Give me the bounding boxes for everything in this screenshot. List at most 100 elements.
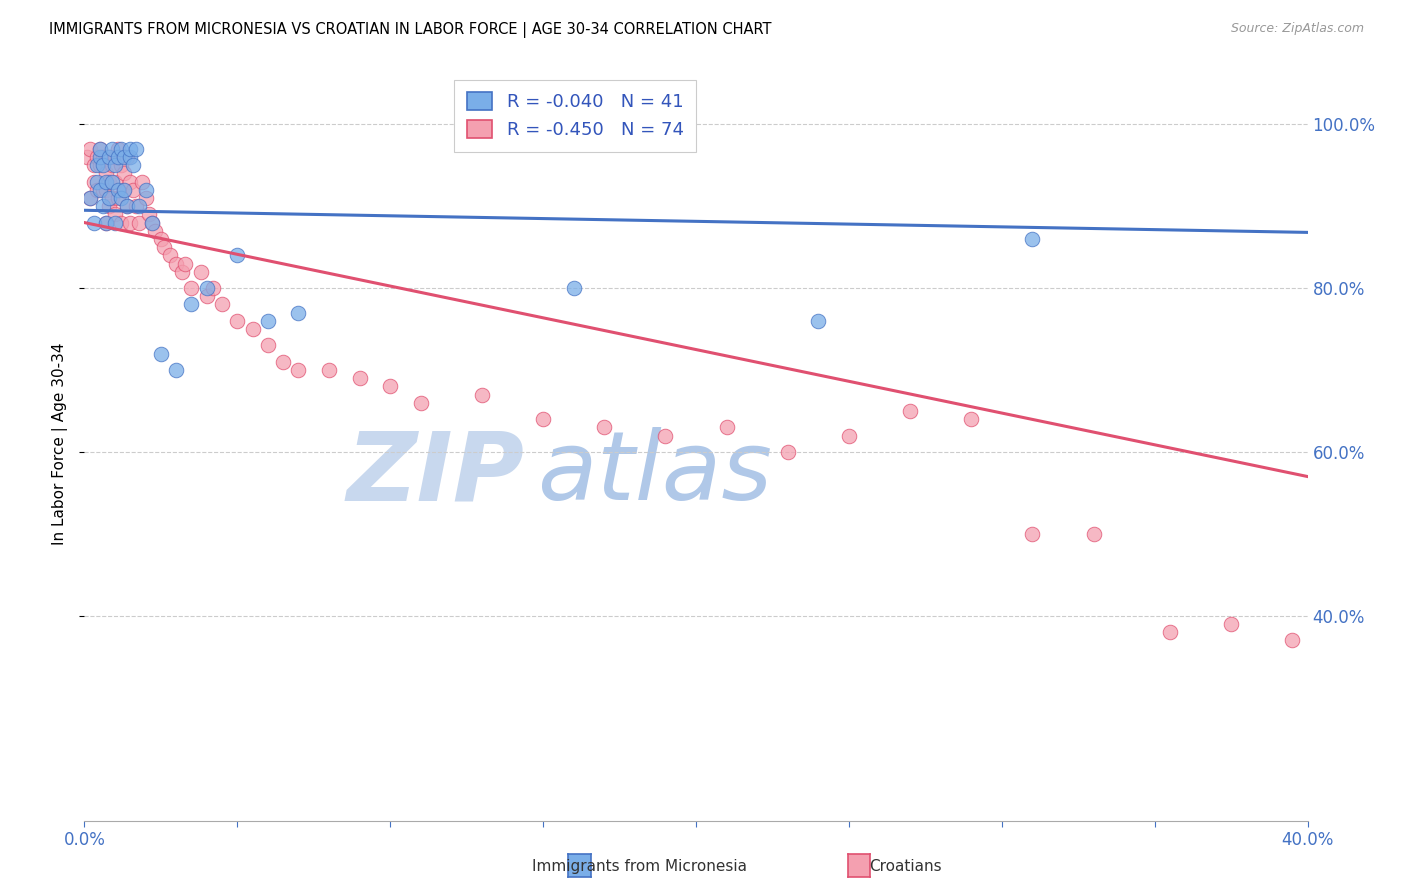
- Point: [120, 216, 142, 230]
- Point: [107, 191, 129, 205]
- Text: Immigrants from Micronesia: Immigrants from Micronesia: [533, 859, 747, 873]
- Point: [110, 216, 132, 230]
- Point: [89, 142, 111, 156]
- Point: [94, 216, 117, 230]
- Point: [128, 216, 150, 230]
- Point: [180, 297, 202, 311]
- Point: [226, 248, 249, 262]
- Point: [138, 207, 160, 221]
- Point: [143, 224, 166, 238]
- Point: [120, 142, 142, 156]
- Point: [83, 175, 105, 189]
- Point: [97, 150, 120, 164]
- Point: [149, 346, 172, 360]
- Point: [271, 355, 294, 369]
- Point: [79, 191, 101, 205]
- Point: [1021, 527, 1043, 541]
- Point: [97, 191, 120, 205]
- Point: [94, 166, 117, 180]
- Point: [287, 363, 309, 377]
- Point: [141, 216, 163, 230]
- Point: [898, 404, 921, 418]
- Point: [409, 396, 432, 410]
- Point: [190, 265, 212, 279]
- Point: [172, 265, 194, 279]
- Point: [86, 175, 108, 189]
- Point: [97, 150, 120, 164]
- Point: [135, 183, 157, 197]
- Point: [287, 306, 309, 320]
- Point: [1281, 633, 1303, 648]
- Point: [195, 289, 218, 303]
- Point: [104, 207, 127, 221]
- Point: [79, 142, 101, 156]
- Text: ZIP: ZIP: [347, 427, 524, 520]
- Point: [104, 216, 127, 230]
- Y-axis label: In Labor Force | Age 30-34: In Labor Force | Age 30-34: [52, 343, 69, 545]
- Point: [94, 183, 117, 197]
- Point: [89, 150, 111, 164]
- Point: [97, 199, 120, 213]
- Point: [112, 183, 135, 197]
- Point: [562, 281, 585, 295]
- Point: [960, 412, 983, 426]
- Point: [79, 191, 101, 205]
- Point: [94, 216, 117, 230]
- Point: [115, 199, 138, 213]
- Point: [807, 314, 830, 328]
- Point: [349, 371, 371, 385]
- Point: [159, 248, 181, 262]
- Point: [101, 158, 124, 172]
- Point: [149, 232, 172, 246]
- Point: [104, 158, 127, 172]
- Point: [83, 216, 105, 230]
- Point: [86, 158, 108, 172]
- Point: [165, 256, 187, 270]
- Point: [107, 150, 129, 164]
- Point: [531, 412, 554, 426]
- Text: Source: ZipAtlas.com: Source: ZipAtlas.com: [1230, 22, 1364, 36]
- Point: [101, 175, 124, 189]
- Point: [242, 322, 264, 336]
- Point: [1083, 527, 1105, 541]
- Point: [776, 445, 799, 459]
- Point: [91, 150, 114, 164]
- Point: [110, 142, 132, 156]
- Point: [97, 175, 120, 189]
- Point: [257, 338, 280, 352]
- Point: [226, 314, 249, 328]
- Text: Croatians: Croatians: [869, 859, 942, 873]
- Point: [115, 150, 138, 164]
- Point: [91, 158, 114, 172]
- Point: [211, 297, 233, 311]
- Point: [89, 183, 111, 197]
- Point: [195, 281, 218, 295]
- Point: [89, 158, 111, 172]
- Point: [125, 142, 148, 156]
- Point: [94, 175, 117, 189]
- Text: IMMIGRANTS FROM MICRONESIA VS CROATIAN IN LABOR FORCE | AGE 30-34 CORRELATION CH: IMMIGRANTS FROM MICRONESIA VS CROATIAN I…: [49, 22, 772, 38]
- Point: [593, 420, 616, 434]
- Point: [153, 240, 176, 254]
- Point: [838, 428, 860, 442]
- Legend: R = -0.040   N = 41, R = -0.450   N = 74: R = -0.040 N = 41, R = -0.450 N = 74: [454, 79, 696, 152]
- Point: [654, 428, 676, 442]
- Point: [104, 150, 127, 164]
- Point: [120, 175, 142, 189]
- Point: [112, 150, 135, 164]
- Point: [201, 281, 224, 295]
- Point: [128, 199, 150, 213]
- Point: [91, 183, 114, 197]
- Point: [86, 150, 108, 164]
- Point: [1220, 617, 1243, 632]
- Point: [125, 199, 148, 213]
- Point: [115, 199, 138, 213]
- Point: [110, 191, 132, 205]
- Point: [107, 142, 129, 156]
- Point: [86, 183, 108, 197]
- Point: [131, 175, 153, 189]
- Point: [471, 387, 494, 401]
- Point: [122, 158, 145, 172]
- Point: [716, 420, 738, 434]
- Point: [165, 363, 187, 377]
